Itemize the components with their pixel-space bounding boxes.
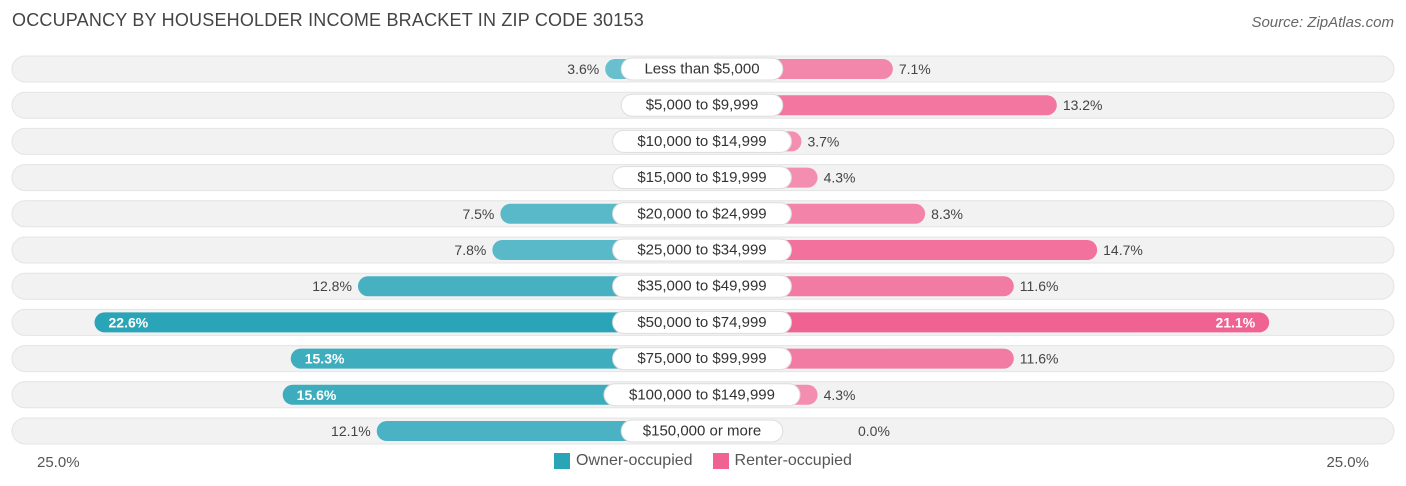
- owner-bar: [376, 421, 702, 441]
- renter-value-label: 4.3%: [824, 387, 856, 403]
- legend-label-renter: Renter-occupied: [734, 452, 852, 469]
- renter-value-label: 7.1%: [899, 61, 931, 77]
- legend-item-owner: Owner-occupied: [554, 452, 693, 470]
- category-pill: [612, 129, 792, 153]
- category-label: $35,000 to $49,999: [637, 278, 766, 295]
- renter-value-label: 21.1%: [1215, 314, 1255, 330]
- category-label: $15,000 to $19,999: [637, 169, 766, 186]
- axis-left-label: 25.0%: [37, 454, 80, 471]
- owner-value-label: 7.8%: [454, 242, 486, 258]
- category-label: $20,000 to $24,999: [637, 205, 766, 222]
- renter-value-label: 0.0%: [858, 423, 890, 439]
- owner-value-label: 12.1%: [331, 423, 371, 439]
- category-pill: [620, 93, 784, 117]
- owner-bar: [290, 348, 702, 369]
- category-label: $50,000 to $74,999: [637, 314, 766, 331]
- category-label: $10,000 to $14,999: [637, 133, 766, 150]
- renter-value-label: 11.6%: [1020, 351, 1059, 367]
- renter-value-label: 14.7%: [1103, 242, 1143, 258]
- axis-right-label: 25.0%: [1326, 454, 1369, 471]
- category-label: $150,000 or more: [643, 423, 761, 440]
- category-pill: [612, 202, 792, 226]
- owner-value-label: 12.8%: [312, 278, 352, 294]
- owner-value-label: 15.3%: [305, 351, 345, 367]
- legend-swatch-owner: [554, 453, 571, 469]
- category-pill: [612, 310, 792, 334]
- category-pill: [612, 238, 792, 262]
- owner-bar: [94, 312, 702, 333]
- renter-value-label: 8.3%: [931, 206, 963, 222]
- chart-area: 3.6%7.1%Less than $5,0000.47%13.2%$5,000…: [11, 55, 1395, 445]
- legend-swatch-renter: [712, 453, 729, 469]
- category-label: $25,000 to $34,999: [637, 242, 766, 259]
- renter-value-label: 3.7%: [807, 133, 839, 149]
- category-label: $100,000 to $149,999: [629, 386, 775, 403]
- renter-value-label: 4.3%: [824, 170, 856, 186]
- renter-bar: [702, 95, 1057, 116]
- owner-bar: [282, 384, 702, 405]
- category-label: $5,000 to $9,999: [646, 97, 759, 114]
- chart-title: OCCUPANCY BY HOUSEHOLDER INCOME BRACKET …: [12, 10, 644, 30]
- renter-bar: [702, 312, 1270, 333]
- renter-value-label: 11.6%: [1020, 278, 1059, 294]
- legend-item-renter: Renter-occupied: [712, 452, 852, 470]
- owner-value-label: 7.5%: [462, 206, 494, 222]
- renter-value-label: 13.2%: [1063, 97, 1103, 113]
- category-pill: [612, 166, 792, 190]
- category-label: $75,000 to $99,999: [637, 350, 766, 367]
- category-pill: [620, 57, 784, 81]
- category-label: Less than $5,000: [644, 61, 759, 78]
- category-pill: [612, 274, 792, 298]
- legend: Owner-occupied Renter-occupied: [0, 452, 1406, 470]
- owner-value-label: 3.6%: [567, 61, 599, 77]
- category-pill: [603, 383, 801, 407]
- renter-bar: [702, 240, 1098, 260]
- category-pill: [612, 347, 792, 371]
- source-label: Source: ZipAtlas.com: [1251, 14, 1394, 31]
- owner-value-label: 15.6%: [297, 387, 337, 403]
- category-pill: [620, 419, 784, 443]
- legend-label-owner: Owner-occupied: [576, 452, 693, 469]
- owner-value-label: 22.6%: [109, 314, 149, 330]
